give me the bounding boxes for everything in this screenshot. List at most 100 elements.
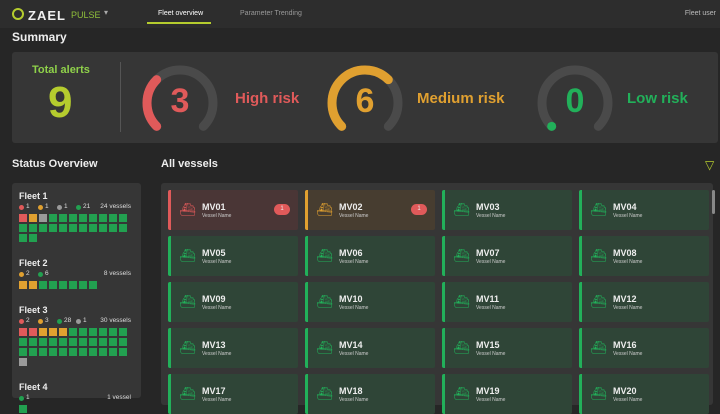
- vessel-square: [49, 328, 57, 336]
- vessel-square: [79, 214, 87, 222]
- vessel-name: Vessel Name: [476, 351, 506, 357]
- status-dot: [19, 272, 24, 277]
- vessel-square: [119, 348, 127, 356]
- status-count: 1: [64, 203, 68, 210]
- vessel-card[interactable]: [305, 328, 435, 368]
- vessel-square: [39, 348, 47, 356]
- vessel-name: Vessel Name: [476, 305, 506, 311]
- status-count: 28: [64, 317, 72, 324]
- status-count: 2: [26, 270, 30, 277]
- vessel-square: [59, 214, 67, 222]
- status-dot: [38, 272, 43, 277]
- vessel-square: [29, 338, 37, 346]
- vessel-card[interactable]: [168, 236, 298, 276]
- vessel-card[interactable]: [442, 190, 572, 230]
- vessel-square: [29, 224, 37, 232]
- divider: [120, 62, 121, 132]
- vessel-card[interactable]: [579, 328, 709, 368]
- vessel-id: MV16: [613, 340, 637, 350]
- vessel-square: [89, 338, 97, 346]
- tab[interactable]: Fleet overview: [158, 10, 204, 17]
- vessel-square: [69, 348, 77, 356]
- status-dot: [76, 205, 81, 210]
- ship-icon: ⛴: [453, 202, 470, 217]
- ship-icon: ⛴: [179, 386, 196, 401]
- status-dot: [19, 396, 24, 401]
- ship-icon: ⛴: [453, 248, 470, 263]
- vessel-square: [19, 338, 27, 346]
- fleet-name: Fleet 4: [19, 382, 48, 392]
- vessel-id: MV12: [613, 294, 637, 304]
- vessel-card[interactable]: [579, 282, 709, 322]
- section-title: All vessels: [161, 158, 218, 170]
- vessel-count: 8 vessels: [103, 270, 131, 277]
- vessel-id: MV14: [339, 340, 363, 350]
- vessel-square: [19, 234, 27, 242]
- vessel-card[interactable]: [168, 328, 298, 368]
- vessel-card[interactable]: [442, 236, 572, 276]
- vessel-square: [79, 281, 87, 289]
- status-count: 6: [45, 270, 49, 277]
- alert-badge: 1: [411, 204, 427, 215]
- ship-icon: ⛴: [453, 294, 470, 309]
- status-dot: [38, 319, 43, 324]
- vessel-square: [29, 214, 37, 222]
- vessel-card[interactable]: [442, 282, 572, 322]
- total-value: 9: [48, 78, 73, 127]
- vessel-card[interactable]: [579, 190, 709, 230]
- status-dot: [76, 319, 81, 324]
- vessel-card[interactable]: [579, 236, 709, 276]
- vessel-id: MV04: [613, 202, 637, 212]
- status-count: 1: [26, 203, 30, 210]
- vessel-card[interactable]: [442, 328, 572, 368]
- vessel-id: MV09: [202, 294, 226, 304]
- tab[interactable]: Parameter Trending: [240, 10, 302, 17]
- vessel-square: [49, 348, 57, 356]
- vessel-square: [109, 348, 117, 356]
- vessel-name: Vessel Name: [202, 351, 232, 357]
- vessel-square: [119, 328, 127, 336]
- vessel-square: [59, 281, 67, 289]
- vessel-id: MV20: [613, 386, 637, 396]
- logo: [12, 8, 24, 20]
- vessel-square: [119, 214, 127, 222]
- vessel-card[interactable]: [168, 282, 298, 322]
- risk-value: 6: [355, 82, 375, 120]
- section-title: Status Overview: [12, 158, 98, 170]
- vessel-square: [39, 281, 47, 289]
- vessel-name: Vessel Name: [339, 305, 369, 311]
- vessel-card[interactable]: [305, 282, 435, 322]
- vessel-id: MV01: [202, 202, 226, 212]
- vessel-square: [89, 281, 97, 289]
- total-label: Total alerts: [32, 64, 90, 76]
- risk-label: Low risk: [627, 90, 688, 107]
- ship-icon: ⛴: [179, 340, 196, 355]
- ship-icon: ⛴: [590, 202, 607, 217]
- risk-value: 3: [170, 82, 190, 120]
- vessel-square: [89, 328, 97, 336]
- user[interactable]: Fleet user: [684, 10, 716, 17]
- vessel-name: Vessel Name: [202, 213, 232, 219]
- status-dot: [19, 319, 24, 324]
- vessel-square: [29, 348, 37, 356]
- scrollbar[interactable]: [712, 190, 715, 214]
- status-count: 21: [83, 203, 91, 210]
- ship-icon: ⛴: [316, 202, 333, 217]
- vessel-square: [99, 214, 107, 222]
- vessel-square: [109, 214, 117, 222]
- filter-icon[interactable]: ▽: [705, 158, 715, 172]
- vessel-square: [99, 224, 107, 232]
- vessel-id: MV06: [339, 248, 363, 258]
- vessel-id: MV18: [339, 386, 363, 396]
- vessel-id: MV15: [476, 340, 500, 350]
- ship-icon: ⛴: [590, 340, 607, 355]
- vessel-card[interactable]: [305, 236, 435, 276]
- status-count: 1: [45, 203, 49, 210]
- vessel-name: Vessel Name: [202, 259, 232, 265]
- vessel-square: [39, 224, 47, 232]
- gauge-fill: [142, 75, 162, 131]
- top-bar: [0, 0, 720, 28]
- vessel-square: [29, 234, 37, 242]
- gauge-fill: [547, 121, 557, 131]
- menu-caret[interactable]: ▾: [104, 8, 109, 17]
